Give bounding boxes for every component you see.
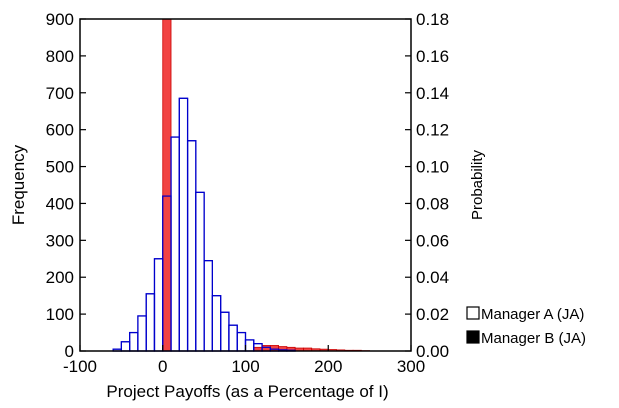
y-left-tick-label: 700 (46, 84, 74, 103)
bar-manager-a (221, 312, 229, 351)
y-right-tick-label: 0.04 (416, 268, 449, 287)
y-right-tick-label: 0.02 (416, 305, 449, 324)
bar-manager-a (146, 294, 154, 351)
bar-manager-a (138, 316, 146, 351)
bar-manager-a (246, 340, 254, 351)
x-tick-label: 100 (231, 357, 259, 376)
bar-manager-b (270, 345, 278, 351)
y-right-tick-label: 0.10 (416, 158, 449, 177)
bar-manager-a (196, 192, 204, 351)
y-right-tick-label: 0.18 (416, 10, 449, 29)
legend-label-manager-b: Manager B (JA) (481, 330, 586, 347)
bar-manager-a (179, 98, 187, 351)
y-left-tick-label: 100 (46, 305, 74, 324)
legend-swatch-manager-b (467, 331, 479, 343)
y-left-tick-label: 300 (46, 231, 74, 250)
y-left-tick-label: 600 (46, 121, 74, 140)
legend-label-manager-a: Manager A (JA) (481, 306, 584, 323)
bar-manager-a (121, 342, 129, 351)
y-left-tick-label: 0 (65, 342, 74, 361)
y-axis-left-label: Frequency (9, 144, 28, 225)
y-left-tick-label: 800 (46, 47, 74, 66)
y-left-tick-label: 500 (46, 158, 74, 177)
legend-swatch-manager-a (467, 307, 479, 319)
x-axis-label: Project Payoffs (as a Percentage of I) (106, 382, 388, 401)
bar-manager-a (204, 261, 212, 351)
plot-frame (80, 19, 411, 351)
x-tick-label: 0 (158, 357, 167, 376)
bar-manager-a (229, 325, 237, 351)
bar-manager-a (171, 137, 179, 351)
y-right-tick-label: 0.06 (416, 231, 449, 250)
bar-manager-a (130, 333, 138, 351)
bar-manager-a (237, 333, 245, 351)
y-left-tick-label: 200 (46, 268, 74, 287)
bar-manager-a (212, 296, 220, 351)
y-right-tick-label: 0.16 (416, 47, 449, 66)
bar-manager-a (188, 141, 196, 351)
bar-manager-a (154, 259, 162, 351)
legend: Manager A (JA) Manager B (JA) (467, 306, 586, 347)
y-right-tick-label: 0.14 (416, 84, 449, 103)
x-tick-label: 200 (314, 357, 342, 376)
y-right-tick-label: 0.12 (416, 121, 449, 140)
y-right-tick-label: 0.08 (416, 194, 449, 213)
y-axis-right-label: Probability (469, 149, 486, 220)
bar-manager-b (262, 345, 270, 351)
bar-manager-b (163, 19, 171, 351)
y-left-tick-label: 900 (46, 10, 74, 29)
y-left-tick-label: 400 (46, 194, 74, 213)
y-right-tick-label: 0.00 (416, 342, 449, 361)
